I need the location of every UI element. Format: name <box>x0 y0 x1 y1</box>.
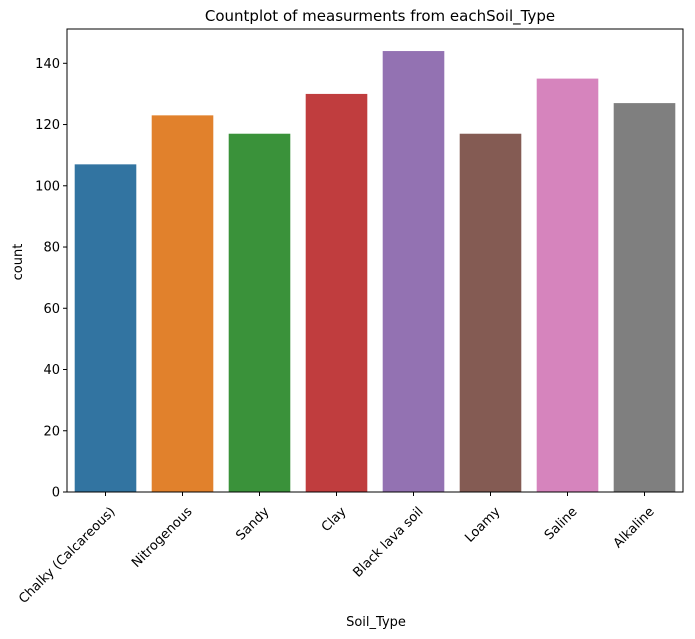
y-tick-label: 140 <box>35 57 60 72</box>
x-axis: Chalky (Calcareous) Nitrogenous Sandy Clay B… <box>16 492 658 607</box>
x-tick-label: Saline <box>542 504 581 543</box>
bar-saline <box>536 78 599 492</box>
bar-alkaline <box>613 103 676 493</box>
y-tick-label: 0 <box>52 486 60 501</box>
bars-group <box>74 51 676 493</box>
chart-title: Countplot of measurments from eachSoil_T… <box>205 7 555 26</box>
y-tick-label: 120 <box>35 118 60 133</box>
x-tick-label: Nitrogenous <box>129 504 196 571</box>
x-tick-label: Loamy <box>462 504 503 545</box>
y-tick-label: 100 <box>35 179 60 194</box>
y-axis: 0 20 40 60 80 100 120 140 <box>35 57 67 501</box>
bar-sandy <box>228 133 291 492</box>
y-tick-label: 80 <box>43 241 60 256</box>
bar-loamy <box>459 133 522 492</box>
y-tick-label: 40 <box>43 363 60 378</box>
x-tick-label: Chalky (Calcareous) <box>16 504 118 606</box>
plot-frame <box>66 28 684 493</box>
y-axis-label: count <box>11 244 26 281</box>
x-axis-label: Soil_Type <box>346 615 406 630</box>
bar-clay <box>305 93 368 492</box>
bar-nitrogenous <box>151 115 214 492</box>
bar-black-lava-soil <box>382 51 445 493</box>
x-tick-label: Sandy <box>233 504 272 543</box>
y-tick-label: 60 <box>43 302 60 317</box>
x-tick-label: Clay <box>319 504 350 535</box>
x-tick-label: Black lava soil <box>350 504 426 580</box>
bar-chalky-calcareous <box>74 164 137 492</box>
y-tick-label: 20 <box>43 424 60 439</box>
x-tick-label: Alkaline <box>611 504 658 551</box>
